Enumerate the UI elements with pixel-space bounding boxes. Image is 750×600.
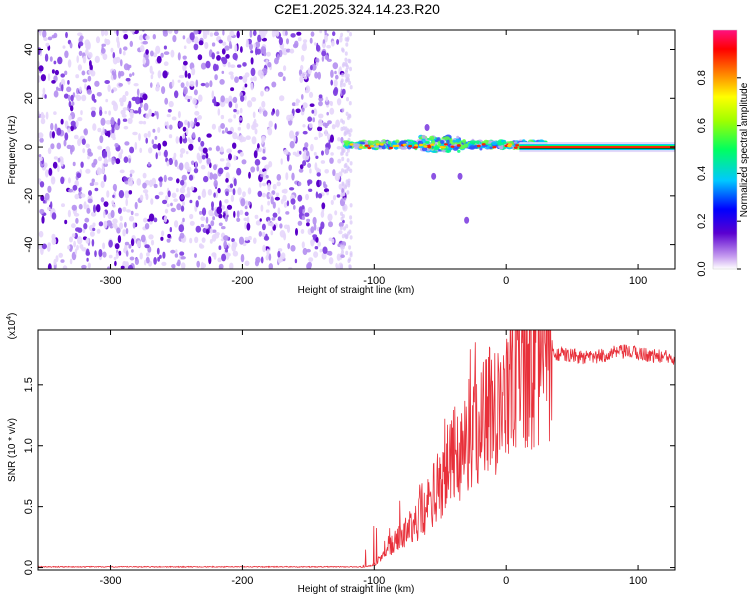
- spectrogram-x-tick-label: -100: [363, 275, 385, 287]
- noise-speckle: [38, 30, 348, 269]
- snr-x-tick-label: -200: [231, 575, 253, 587]
- colorbar: 0.0 0.2 0.4 0.6 0.8 Normalized spectral ampl…: [696, 29, 750, 277]
- snr-content: [38, 330, 675, 569]
- noise-edge-fade: [339, 30, 353, 269]
- colorbar-tick-label: 0.8: [696, 70, 708, 85]
- colorbar-gradient: [713, 30, 737, 269]
- snr-x-tick-label: 0: [503, 575, 509, 587]
- snr-x-tick-label: -300: [100, 575, 122, 587]
- spectrogram-x-tick-label: 0: [503, 275, 509, 287]
- snr-scale-label: (x104): [6, 313, 18, 340]
- spectrogram-x-ticks: -300 -200 -100 0 100: [100, 30, 647, 287]
- snr-x-label: Height of straight line (km): [298, 584, 415, 595]
- snr-y-tick-label: 1.5: [23, 377, 35, 392]
- colorbar-frame: [712, 29, 738, 270]
- snr-x-tick-label: -100: [363, 575, 385, 587]
- figure-title: C2E1.2025.324.14.23.R20: [274, 1, 440, 17]
- snr-y-tick-label: 1.0: [23, 438, 35, 453]
- spectrogram-content: [38, 30, 675, 269]
- spectrogram-y-ticks: -40 -20 0 20 40: [23, 43, 675, 253]
- snr-panel: -300 -200 -100 0 100 0.0 0.5 1.0 1.5 Height of …: [6, 313, 676, 595]
- colorbar-tick-label: 0.2: [696, 214, 708, 229]
- spectrogram-y-label: Frequency (Hz): [7, 116, 18, 185]
- snr-y-tick-label: 0.5: [23, 499, 35, 514]
- isolated-spots: [424, 124, 470, 224]
- constant-tone: [519, 142, 675, 153]
- spectrogram-y-tick-label: -20: [23, 188, 35, 204]
- colorbar-tick-label: 0.0: [696, 261, 708, 276]
- colorbar-label: Normalized spectral amplitude: [739, 82, 750, 217]
- spectrogram-y-tick-label: 40: [23, 43, 35, 55]
- colorbar-tick-label: 0.4: [696, 166, 708, 181]
- snr-x-tick-label: 100: [629, 575, 647, 587]
- snr-series-line: [38, 330, 675, 569]
- snr-scale-exponent: 4: [6, 316, 13, 320]
- snr-y-label: SNR (10 * v/v): [7, 418, 18, 482]
- spectrogram-x-tick-label: -300: [100, 275, 122, 287]
- spectrogram-x-tick-label: 100: [629, 275, 647, 287]
- colorbar-tick-label: 0.6: [696, 118, 708, 133]
- snr-x-ticks: -300 -200 -100 0 100: [100, 330, 647, 587]
- spectrogram-x-label: Height of straight line (km): [298, 285, 415, 296]
- spectrogram-y-tick-label: 0: [23, 144, 35, 150]
- snr-y-tick-label: 0.0: [23, 560, 35, 575]
- snr-y-ticks: 0.0 0.5 1.0 1.5: [23, 377, 675, 575]
- spectrogram-frame: [37, 29, 676, 270]
- spectrogram-y-tick-label: 20: [23, 92, 35, 104]
- signal-band: [343, 134, 549, 154]
- snr-scale-base: (x10: [7, 319, 18, 339]
- colorbar-ticks: 0.0 0.2 0.4 0.6 0.8: [696, 70, 741, 277]
- spectrogram-y-tick-label: -40: [23, 237, 35, 253]
- spectrogram-x-tick-label: -200: [231, 275, 253, 287]
- snr-frame: [37, 329, 676, 571]
